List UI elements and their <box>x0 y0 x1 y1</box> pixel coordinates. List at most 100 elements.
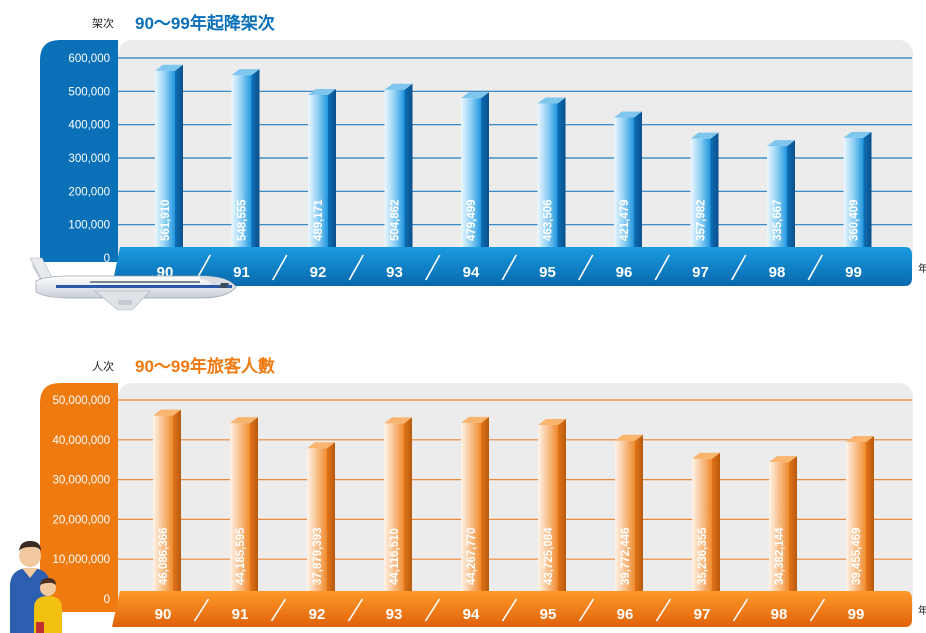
passengers-bar <box>538 418 566 597</box>
flights-tick-label: 600,000 <box>68 53 110 65</box>
passengers-value-label: 44,185,595 <box>235 527 247 585</box>
flights-tick-label: 100,000 <box>68 220 110 232</box>
flights-value-label: 504,862 <box>390 199 402 241</box>
passengers-bar <box>769 456 797 597</box>
passengers-separator <box>578 598 595 622</box>
flights-separator <box>731 254 747 281</box>
passengers-category-label: 97 <box>694 606 711 623</box>
passengers-category-label: 95 <box>540 606 557 623</box>
passengers-separator <box>347 598 364 622</box>
passengers-bar <box>230 417 258 597</box>
passengers-separator <box>424 598 441 622</box>
passengers-bar <box>384 417 412 597</box>
flights-value-label: 357,982 <box>696 199 708 241</box>
flights-category-label: 94 <box>463 264 480 281</box>
flights-category-label: 97 <box>692 264 709 281</box>
flights-bar <box>843 131 872 253</box>
flights-separator <box>501 254 517 281</box>
passengers-bar <box>846 435 874 597</box>
passengers-category-label: 92 <box>309 606 326 623</box>
passengers-value-label: 37,879,393 <box>312 527 324 585</box>
passengers-tick-label: 50,000,000 <box>52 395 110 407</box>
flights-x-axis-label: 年 <box>918 262 926 275</box>
flights-year-band <box>112 247 912 286</box>
passengers-bar <box>692 452 720 597</box>
passengers-value-label: 39,772,446 <box>620 527 632 585</box>
flights-value-label: 489,171 <box>313 199 325 241</box>
flights-tick-label: 400,000 <box>68 120 110 132</box>
passengers-separator <box>809 598 826 622</box>
passengers-chart-title: 90～99年旅客人數 <box>135 356 275 376</box>
flights-category-label: 98 <box>769 264 786 281</box>
flights-category-label: 95 <box>539 264 556 281</box>
flights-separator <box>272 254 288 281</box>
flights-value-label: 561,910 <box>160 199 172 241</box>
flights-bar <box>690 132 719 253</box>
passengers-category-label: 96 <box>617 606 634 623</box>
flights-value-label: 335,667 <box>772 199 784 241</box>
passengers-bars: 46,086,366 44,185,595 37,879,393 44,116,510… <box>153 409 874 597</box>
flights-tick-label: 300,000 <box>68 153 110 165</box>
flights-tick-label: 500,000 <box>68 86 110 98</box>
passengers-value-label: 44,116,510 <box>389 528 401 585</box>
passengers-separator <box>193 598 210 622</box>
flights-value-label: 463,506 <box>543 199 555 241</box>
passengers-tick-label: 10,000,000 <box>52 554 110 566</box>
passengers-x-axis-label: 年 <box>918 604 926 617</box>
flights-category-label: 92 <box>310 264 327 281</box>
flights-unit-label: 架次 <box>92 16 114 30</box>
passengers-axis-panel <box>40 383 118 612</box>
flights-bar <box>308 88 336 254</box>
passengers-unit-label: 人次 <box>92 359 114 373</box>
flights-category-label: 91 <box>233 264 250 281</box>
flights-bar <box>614 111 642 253</box>
flights-axis-panel <box>40 40 118 262</box>
flights-bars: 561,910 548,555 489,171 504,862 479,499 463,5… <box>155 64 872 254</box>
flights-bar <box>767 140 795 253</box>
passengers-tick-labels: 0 10,000,000 20,000,000 30,000,000 40,000,00… <box>52 395 110 606</box>
flights-bar <box>537 97 566 253</box>
passengers-category-label: 99 <box>848 606 865 623</box>
passengers-value-label: 46,086,366 <box>158 527 170 585</box>
passengers-value-label: 35,236,355 <box>697 527 709 585</box>
passengers-category-label: 90 <box>155 606 172 623</box>
passengers-category-label: 98 <box>771 606 788 623</box>
flights-tick-label: 0 <box>104 253 110 265</box>
flights-bar <box>384 83 413 253</box>
flights-value-label: 479,499 <box>466 199 478 241</box>
flights-separator <box>807 254 823 281</box>
flights-chart: 架次 90～99年起降架次 0 100,000 200,000 300,000 400,… <box>29 13 926 311</box>
passengers-value-label: 34,382,144 <box>774 527 786 585</box>
passengers-bar <box>615 434 643 597</box>
flights-category-label: 93 <box>386 264 403 281</box>
passengers-separator <box>655 598 672 622</box>
flights-category-label: 96 <box>616 264 633 281</box>
flights-value-label: 421,479 <box>619 199 631 241</box>
people-icon <box>10 541 62 633</box>
passengers-value-label: 39,455,469 <box>851 527 863 585</box>
passengers-value-label: 43,725,084 <box>543 527 555 585</box>
passengers-value-label: 44,267,770 <box>466 527 478 585</box>
passengers-category-label: 91 <box>232 606 249 623</box>
flights-value-label: 360,409 <box>849 199 861 241</box>
flights-separator <box>578 254 594 281</box>
flights-value-label: 548,555 <box>237 199 249 241</box>
passengers-bar <box>153 409 181 597</box>
passengers-tick-label: 0 <box>104 594 110 606</box>
passengers-separator <box>501 598 518 622</box>
flights-bar <box>155 64 183 254</box>
flights-separator <box>654 254 670 281</box>
flights-bar <box>461 92 489 254</box>
passengers-bar <box>307 442 335 597</box>
flights-category-label: 99 <box>845 264 862 281</box>
flights-tick-label: 200,000 <box>68 186 110 198</box>
passengers-year-band <box>112 591 912 627</box>
passengers-chart: 人次 90～99年旅客人數 0 10,000,000 20,000,000 30,00… <box>10 356 926 633</box>
passengers-category-label: 93 <box>386 606 403 623</box>
passengers-tick-label: 20,000,000 <box>52 514 110 526</box>
passengers-tick-label: 30,000,000 <box>52 475 110 487</box>
passengers-category-label: 94 <box>463 606 480 623</box>
passengers-bar <box>461 416 489 597</box>
passengers-tick-label: 40,000,000 <box>52 435 110 447</box>
